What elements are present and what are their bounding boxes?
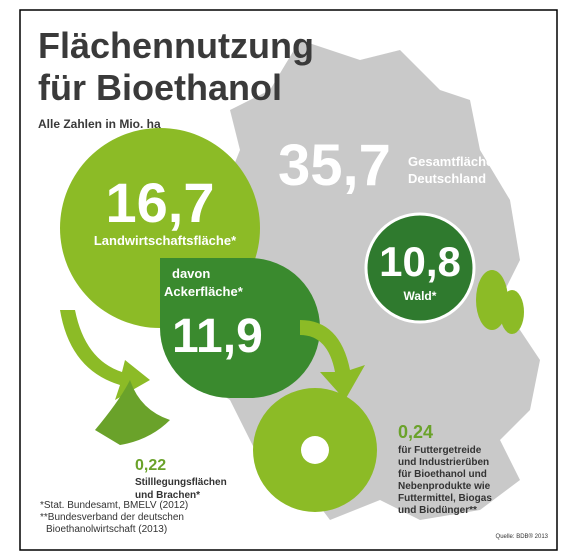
tree-icon [476,270,508,330]
arrow [300,320,365,400]
total-value: 35,7 [278,133,391,198]
footnote: *Stat. Bundesamt, BMELV (2012) [40,500,188,511]
bioethanol-value: 0,24 [398,422,433,442]
title: für Bioethanol [38,67,282,108]
bioethanol-label-line: Nebenprodukte wie [398,481,491,492]
agriculture-value: 16,7 [106,171,215,234]
forest-value: 10,8 [379,238,461,285]
arable-shape [160,258,320,398]
source: Quelle: BDB® 2013 [496,533,549,540]
fallow-value: 0,22 [135,457,166,474]
bioethanol-label-line: Futtermittel, Biogas [398,493,492,504]
tree-icon [500,290,524,334]
footnote: **Bundesverband der deutschen [40,512,184,523]
total-label: Deutschland [408,171,486,186]
germany-map [180,40,540,520]
title: Flächennutzung [38,25,314,66]
footnote: Bioethanolwirtschaft (2013) [46,524,167,535]
arable-value: 11,9 [172,310,263,363]
bioethanol-label-line: und Industrierüben [398,457,489,468]
total-label: Gesamtfläche [408,154,493,169]
bioethanol-label-line: für Bioethanol und [398,469,487,480]
fallow-label: und Brachen* [135,490,200,501]
bioethanol-label-line: für Futtergetreide [398,445,482,456]
plant-icon [95,380,170,445]
drop-icon [301,436,329,464]
arable-label: davon [172,266,210,281]
fallow-label: Stilllegungsflächen [135,477,227,488]
subtitle: Alle Zahlen in Mio. ha [38,117,161,131]
arrow [60,310,150,400]
bioethanol-label-line: und Biodünger** [398,505,477,516]
bioethanol-label: für Futtergetreide und Industrierüben fü… [398,445,492,516]
agriculture-label: Landwirtschaftsfläche* [94,233,237,248]
forest-circle [364,212,476,324]
forest-label: Wald* [404,289,437,303]
arable-label: Ackerfläche* [164,284,244,299]
